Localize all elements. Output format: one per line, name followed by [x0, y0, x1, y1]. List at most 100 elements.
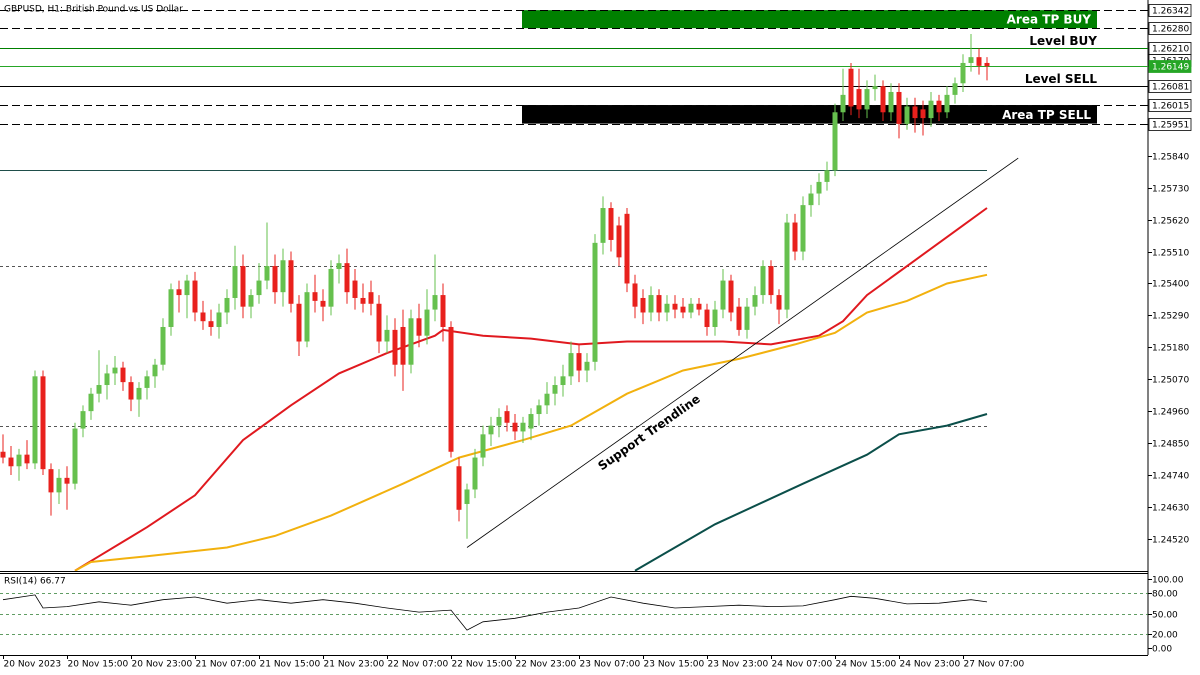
rsi-y-tick-label: 50.00 [1152, 611, 1178, 621]
candle-body [512, 422, 518, 432]
candle-body [32, 376, 38, 464]
y-tick-label: 1.25400 [1152, 280, 1189, 290]
candle-body [808, 193, 814, 206]
candle-body [232, 266, 238, 298]
x-tick-label: 20 Nov 2023 [4, 660, 62, 670]
candle-body [800, 205, 806, 252]
zones: Area TP BUY Area TP SELL [522, 10, 1097, 124]
candle-body [752, 295, 758, 307]
rsi-title: RSI(14) 66.77 [4, 577, 66, 587]
candle-body [104, 373, 110, 386]
candle-body [776, 295, 782, 310]
candle-body [336, 263, 342, 269]
candle-body [888, 91, 894, 113]
candle-body [520, 422, 526, 432]
candle-body [80, 411, 86, 429]
y-tick-label: 1.25730 [1152, 185, 1189, 195]
candle-body [408, 318, 414, 365]
candle-body [16, 454, 22, 467]
candle-body [552, 385, 558, 394]
x-tick-label: 20 Nov 15:00 [68, 660, 129, 670]
x-tick-label: 20 Nov 23:00 [132, 660, 193, 670]
price-label-box [1148, 80, 1192, 93]
candle-body [120, 367, 126, 383]
candle-body [376, 303, 382, 342]
candle-body [488, 425, 494, 435]
x-tick-label: 24 Nov 07:00 [772, 660, 833, 670]
x-tick-label: 22 Nov 23:00 [516, 660, 577, 670]
candle-body [152, 364, 158, 377]
level-text: Level BUY [1029, 34, 1097, 48]
candle-body [472, 457, 478, 490]
candle-body [960, 62, 966, 84]
candle-body [168, 289, 174, 327]
candle-body [672, 303, 678, 310]
candle-body [456, 466, 462, 510]
level-text: Level SELL [1025, 72, 1098, 86]
candle-body [200, 312, 206, 322]
candle-body [744, 306, 750, 330]
x-tick-label: 22 Nov 15:00 [452, 660, 513, 670]
candle-body [144, 376, 150, 388]
candle-body [792, 222, 798, 252]
candle-body [880, 86, 886, 113]
price-label: 1.26081 [1152, 83, 1189, 93]
y-tick-label: 1.24630 [1152, 504, 1189, 514]
candle-body [648, 295, 654, 313]
y-tick-label: 1.25620 [1152, 217, 1189, 227]
price-label-box [1148, 60, 1192, 73]
candle-body [432, 295, 438, 310]
candle-body [328, 268, 334, 307]
y-tick-label: 1.25840 [1152, 153, 1189, 163]
candle-body [320, 300, 326, 307]
candle-body [784, 222, 790, 310]
candle-body [536, 405, 542, 415]
y-tick-label: 1.24740 [1152, 472, 1189, 482]
rsi-y-tick-label: 80.00 [1152, 590, 1178, 600]
candle-body [904, 106, 910, 124]
rsi-y-tick-label: 100.00 [1152, 576, 1184, 586]
candle-body [720, 280, 726, 310]
candle-body [688, 303, 694, 313]
candle-body [968, 57, 974, 63]
y-tick-label: 1.25290 [1152, 312, 1189, 322]
candle-body [528, 414, 534, 429]
x-tick-label: 24 Nov 15:00 [836, 660, 897, 670]
candle-body [576, 353, 582, 371]
candle-body [224, 297, 230, 313]
candle-body [112, 367, 118, 374]
price-label-box [1148, 22, 1192, 35]
rsi-y-tick-label: 20.00 [1152, 631, 1178, 641]
candle-body [192, 280, 198, 313]
candle-body [208, 321, 214, 327]
candle-body [264, 266, 270, 281]
rsi-y-tick-label: 0.00 [1152, 645, 1172, 655]
candle-body [864, 89, 870, 110]
x-tick-label: 27 Nov 07:00 [964, 660, 1025, 670]
candle-body [424, 309, 430, 336]
candle-body [504, 411, 510, 423]
candle-body [664, 303, 670, 313]
candle-body [296, 303, 302, 342]
candle-body [736, 306, 742, 330]
candle-body [984, 62, 990, 67]
candle-body [856, 89, 862, 110]
candle-body [448, 326, 454, 452]
candle-body [656, 295, 662, 313]
candle-body [976, 57, 982, 66]
candle-body [936, 100, 942, 113]
y-tick-label: 1.25180 [1152, 344, 1189, 354]
candle-body [400, 326, 406, 365]
price-label: 1.26149 [1152, 63, 1189, 73]
trendline [466, 157, 1019, 548]
candle-body [440, 295, 446, 327]
candle-body [216, 312, 222, 327]
candle-body [544, 393, 550, 406]
candle-body [128, 382, 134, 400]
zone-label: Area TP BUY [1007, 13, 1092, 27]
zone [522, 10, 1097, 29]
candle-body [384, 329, 390, 342]
x-tick-label: 23 Nov 15:00 [644, 660, 705, 670]
candle-body [768, 266, 774, 296]
